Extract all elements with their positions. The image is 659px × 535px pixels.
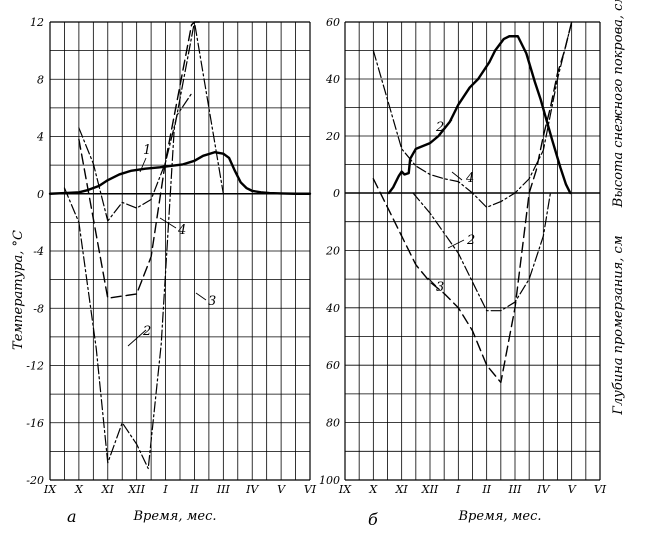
y-tick-label: -20 [26,474,44,487]
panel-b-series [372,21,573,384]
y-tick-label-frost: 80 [326,417,340,430]
label-leader [443,119,453,129]
panel-b-grid [344,21,601,481]
x-tick-label: VI [304,483,317,496]
label-leader [159,217,177,229]
panel-b-ylabel-bottom: Глубина промерзания, см [611,235,626,415]
x-tick-label: IV [536,483,550,496]
y-tick-label: -4 [33,245,44,258]
label-leader [195,292,207,301]
y-tick-label: 4 [36,131,44,144]
frost-series-line-3 [372,178,530,384]
panel-b-letter: б [368,510,378,529]
y-tick-label-frost: 40 [325,302,340,315]
label-leader [451,171,463,181]
x-tick-label: II [481,483,491,496]
panel-b-series-label-3: 3 [436,280,444,295]
snow-series-line-4 [372,21,573,208]
panel-a-letter: а [67,507,77,526]
y-tick-label-snow: 20 [325,130,340,143]
x-tick-label: I [162,483,168,496]
series-line-4 [78,92,193,222]
x-tick-label: III [216,483,231,496]
y-tick-label: 0 [37,188,44,201]
panel-a-grid [49,21,311,481]
snow-series-line-3 [528,21,573,194]
series-line-2 [63,21,245,470]
x-tick-label: XI [395,483,409,496]
x-tick-label: XII [127,483,145,496]
x-tick-label: X [368,483,378,496]
label-leader [139,157,147,173]
x-tick-label: I [455,483,461,496]
y-tick-label: -16 [26,417,44,430]
x-tick-label: VI [594,483,607,496]
x-tick-label: XII [421,483,439,496]
label-leader [427,277,437,287]
x-tick-label: IX [338,483,352,496]
x-tick-label: IX [43,483,57,496]
panel-a-series-label-1: 1 [143,143,151,158]
snow-series-line-2 [387,35,572,195]
y-tick-label-snow: 40 [325,73,340,86]
panel-a-series [48,21,312,470]
y-tick-label-snow: 0 [333,187,340,200]
panel-a-series-label-2: 2 [142,324,151,339]
y-tick-label-frost: 100 [319,474,340,487]
x-tick-label: II [189,483,199,496]
y-tick-label: -12 [26,360,44,373]
y-tick-label: -8 [33,302,44,315]
x-tick-label: XI [101,483,115,496]
series-line-1 [48,151,312,195]
series-line-3 [78,21,201,299]
panel-a-ylabel: Температура, °С [11,230,26,350]
panel-b-series-label-2-frost: 2 [466,233,475,248]
y-tick-label-frost: 20 [325,244,340,257]
panel-a-xlabel: Время, мес. [132,509,216,524]
y-tick-label: 8 [37,73,44,86]
panel-b-ylabel-top: Высота снежного покрова, см [611,0,626,208]
panel-a-series-label-3: 3 [208,294,216,309]
y-tick-label-frost: 60 [326,359,340,372]
y-tick-label-snow: 60 [326,16,340,29]
x-tick-label: III [507,483,522,496]
x-tick-label: V [568,483,577,496]
label-leader [127,329,147,347]
label-leader [447,239,465,249]
x-tick-label: IV [245,483,259,496]
x-tick-label: V [277,483,286,496]
x-tick-label: X [74,483,84,496]
panel-a-series-label-4: 4 [177,223,186,238]
panel-b-xlabel: Время, мес. [457,509,541,524]
panel-b-series-label-2-snow: 2 [435,120,444,135]
panel-b-series-label-4: 4 [465,171,474,186]
frost-series-line-2 [412,192,552,312]
y-tick-label: 12 [30,16,44,29]
